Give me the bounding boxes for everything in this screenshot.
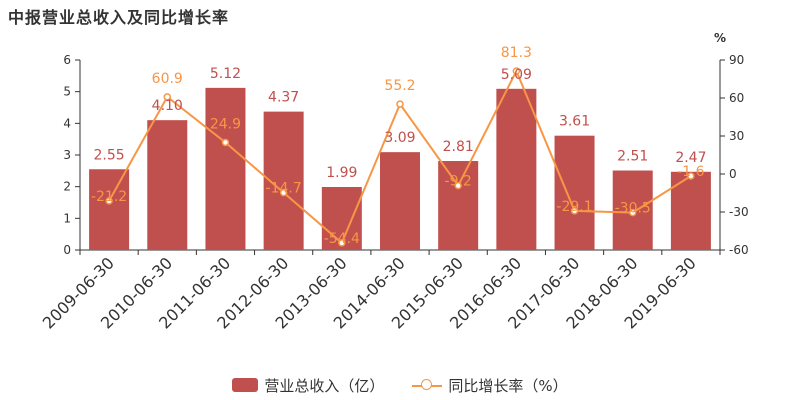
growth-point — [163, 93, 172, 101]
bar-data-label: 5.12 — [210, 66, 241, 82]
line-data-label: -21.2 — [91, 189, 127, 205]
y-left-tick-label: 6 — [63, 53, 71, 67]
growth-point — [279, 188, 288, 197]
y-right-tick-label: -30 — [729, 205, 749, 219]
bar-data-label: 3.09 — [384, 130, 415, 146]
y-left-tick-label: 5 — [63, 85, 71, 99]
growth-point — [454, 181, 462, 190]
bar-data-label: 4.10 — [152, 98, 183, 114]
legend-item-growth[interactable]: 同比增长率（%） — [412, 375, 568, 396]
y-right-tick-label: 30 — [729, 129, 744, 143]
y-right-unit: % — [714, 31, 726, 45]
bar — [496, 88, 537, 250]
bar-data-label: 2.81 — [443, 139, 474, 155]
bar-data-label: 1.99 — [326, 165, 357, 181]
growth-point — [512, 67, 521, 75]
line-data-label: -54.4 — [324, 231, 360, 247]
line-data-label: 55.2 — [384, 78, 415, 94]
line-data-label: -30.5 — [615, 201, 651, 217]
bar-data-label: 2.47 — [675, 150, 706, 166]
legend: 营业总收入（亿） 同比增长率（%） — [0, 374, 800, 396]
bar-data-label: 4.37 — [268, 90, 299, 106]
line-data-label: 81.3 — [501, 45, 532, 61]
y-left-tick-label: 4 — [63, 116, 71, 130]
bar — [89, 169, 130, 250]
bar — [670, 171, 711, 250]
growth-point — [687, 172, 695, 180]
line-data-label: 24.9 — [210, 116, 241, 132]
legend-line-swatch — [412, 378, 443, 392]
bar — [380, 152, 420, 250]
bar-data-label: 5.09 — [501, 67, 532, 83]
y-left-tick-label: 0 — [63, 243, 71, 257]
y-right-tick-label: 90 — [729, 53, 744, 67]
bar — [554, 135, 595, 250]
legend-bar-swatch — [232, 378, 259, 392]
line-data-label: -9.2 — [445, 174, 472, 190]
growth-point — [570, 207, 579, 215]
chart-title: 中报营业总收入及同比增长率 — [8, 8, 230, 27]
legend-label-growth: 同比增长率（%） — [448, 376, 568, 395]
growth-point — [338, 239, 346, 247]
y-left-tick-label: 1 — [63, 211, 71, 225]
y-left-tick-label: 2 — [63, 180, 71, 194]
line-data-label: -29.1 — [556, 199, 592, 215]
bar-data-label: 3.61 — [559, 114, 590, 130]
line-data-label: 60.9 — [152, 71, 183, 87]
growth-point — [396, 100, 404, 108]
y-right-tick-label: 60 — [729, 91, 744, 105]
bar-data-label: 2.55 — [94, 147, 125, 163]
bar — [147, 120, 188, 251]
y-right-tick-label: 0 — [729, 167, 737, 181]
line-data-label: -14.7 — [266, 181, 302, 197]
bar — [438, 161, 479, 250]
bar — [205, 87, 246, 250]
bar-data-label: 2.51 — [617, 149, 648, 165]
legend-label-revenue: 营业总收入（亿） — [264, 376, 385, 395]
line-data-label: -1.6 — [677, 164, 704, 180]
growth-point — [105, 197, 113, 205]
y-left-tick-label: 3 — [63, 148, 71, 162]
growth-point — [221, 138, 230, 147]
y-right-tick-label: -60 — [729, 243, 749, 257]
growth-point — [628, 208, 637, 217]
legend-item-revenue[interactable]: 营业总收入（亿） — [232, 375, 384, 396]
